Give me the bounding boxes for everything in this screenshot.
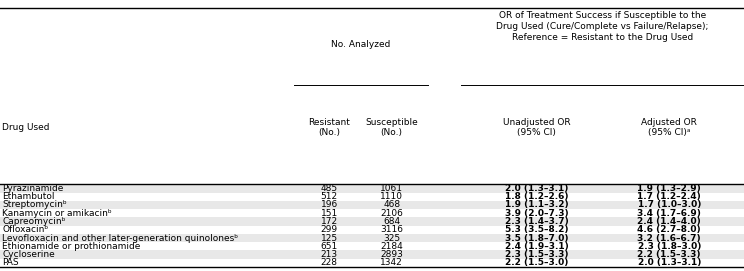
- Bar: [0, 234, 744, 242]
- Text: 651: 651: [321, 242, 338, 251]
- Text: 2.4 (1.4–4.0): 2.4 (1.4–4.0): [638, 217, 701, 226]
- Text: Drug Used: Drug Used: [2, 123, 50, 132]
- Text: 2.0 (1.3–3.1): 2.0 (1.3–3.1): [638, 258, 701, 267]
- Text: Adjusted OR
(95% CI)ᵃ: Adjusted OR (95% CI)ᵃ: [641, 118, 697, 137]
- Text: Capreomycinᵇ: Capreomycinᵇ: [2, 217, 65, 226]
- Bar: [0, 217, 744, 225]
- Text: 2.3 (1.4–3.7): 2.3 (1.4–3.7): [505, 217, 568, 226]
- Text: 4.6 (2.7–8.0): 4.6 (2.7–8.0): [638, 225, 701, 234]
- Text: 2.3 (1.5–3.3): 2.3 (1.5–3.3): [505, 250, 568, 259]
- Text: Levofloxacin and other later-generation quinolonesᵇ: Levofloxacin and other later-generation …: [2, 234, 238, 243]
- Text: 1.8 (1.2–2.6): 1.8 (1.2–2.6): [505, 192, 568, 201]
- Text: 3.2 (1.6–6.7): 3.2 (1.6–6.7): [638, 234, 701, 243]
- Text: 2.3 (1.8–3.0): 2.3 (1.8–3.0): [638, 242, 701, 251]
- Text: 512: 512: [321, 192, 338, 201]
- Text: 151: 151: [321, 209, 338, 218]
- Text: 196: 196: [321, 201, 338, 209]
- Text: 1110: 1110: [380, 192, 403, 201]
- Text: 299: 299: [321, 225, 338, 234]
- Text: 1.9 (1.1–3.2): 1.9 (1.1–3.2): [505, 201, 568, 209]
- Text: OR of Treatment Success if Susceptible to the
Drug Used (Cure/Complete vs Failur: OR of Treatment Success if Susceptible t…: [496, 11, 708, 42]
- Text: 213: 213: [321, 250, 338, 259]
- Text: PAS: PAS: [2, 258, 19, 267]
- Text: Pyrazinamide: Pyrazinamide: [2, 184, 63, 193]
- Text: 3.5 (1.8–7.0): 3.5 (1.8–7.0): [505, 234, 568, 243]
- Text: 2893: 2893: [380, 250, 403, 259]
- Text: 3.9 (2.0–7.3): 3.9 (2.0–7.3): [505, 209, 568, 218]
- Text: 1.7 (1.0–3.0): 1.7 (1.0–3.0): [638, 201, 701, 209]
- Text: No. Analyzed: No. Analyzed: [331, 40, 391, 49]
- Text: 2106: 2106: [380, 209, 403, 218]
- Text: 2184: 2184: [380, 242, 403, 251]
- Text: Resistant
(No.): Resistant (No.): [308, 118, 350, 137]
- Text: 325: 325: [383, 234, 400, 243]
- Text: 1.9 (1.3–2.9): 1.9 (1.3–2.9): [638, 184, 701, 193]
- Text: 2.4 (1.9–3.1): 2.4 (1.9–3.1): [505, 242, 568, 251]
- Bar: [0, 201, 744, 209]
- Text: 1061: 1061: [380, 184, 403, 193]
- Text: 2.0 (1.3–3.1): 2.0 (1.3–3.1): [505, 184, 568, 193]
- Text: 5.3 (3.5–8.2): 5.3 (3.5–8.2): [505, 225, 568, 234]
- Text: 3116: 3116: [380, 225, 403, 234]
- Text: 172: 172: [321, 217, 338, 226]
- Text: 468: 468: [383, 201, 400, 209]
- Text: 2.2 (1.5–3.0): 2.2 (1.5–3.0): [505, 258, 568, 267]
- Text: Ethambutol: Ethambutol: [2, 192, 55, 201]
- Text: 228: 228: [321, 258, 338, 267]
- Text: 485: 485: [321, 184, 338, 193]
- Bar: [0, 184, 744, 192]
- Text: Unadjusted OR
(95% CI): Unadjusted OR (95% CI): [503, 118, 571, 137]
- Text: Ofloxacinᵇ: Ofloxacinᵇ: [2, 225, 48, 234]
- Text: 1342: 1342: [380, 258, 403, 267]
- Text: 684: 684: [383, 217, 400, 226]
- Text: Kanamycin or amikacinᵇ: Kanamycin or amikacinᵇ: [2, 209, 112, 218]
- Text: Cycloserine: Cycloserine: [2, 250, 55, 259]
- Bar: [0, 250, 744, 259]
- Text: 3.4 (1.7–6.9): 3.4 (1.7–6.9): [638, 209, 701, 218]
- Text: Susceptible
(No.): Susceptible (No.): [365, 118, 418, 137]
- Text: Ethionamide or prothionamide: Ethionamide or prothionamide: [2, 242, 141, 251]
- Text: 125: 125: [321, 234, 338, 243]
- Text: 1.7 (1.2–2.4): 1.7 (1.2–2.4): [638, 192, 701, 201]
- Text: Streptomycinᵇ: Streptomycinᵇ: [2, 201, 67, 209]
- Text: 2.2 (1.5–3.3): 2.2 (1.5–3.3): [638, 250, 701, 259]
